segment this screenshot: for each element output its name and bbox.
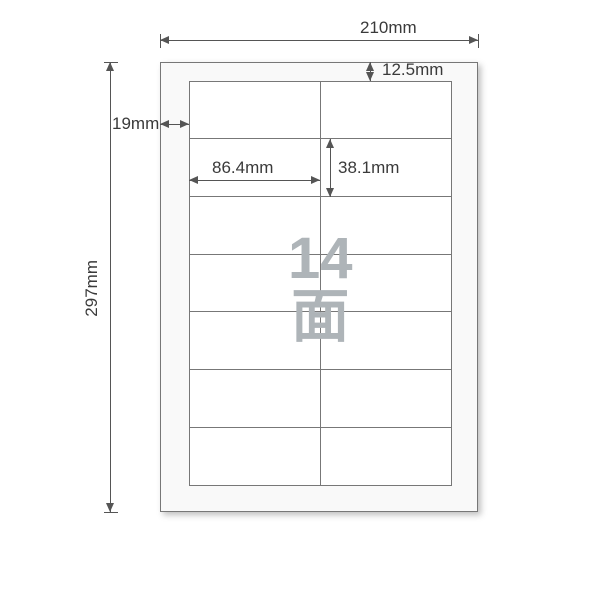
label-cell [189,196,321,255]
sheet-height-label: 297mm [82,260,102,317]
margin-left-label: 19mm [112,114,159,134]
sheet-height-tick-bottom [104,512,118,513]
label-sheet-diagram: 210mm 297mm 19mm 12.5mm 86.4mm [0,0,598,598]
sheet-height-arrow-down [106,503,114,512]
margin-top-arrow-up [366,62,374,71]
label-cell [320,311,452,370]
label-cell [189,427,321,486]
label-cell [320,427,452,486]
label-height-label: 38.1mm [338,158,399,178]
sheet-width-tick-right [478,34,479,48]
sheet-width-arrow-left [160,36,169,44]
margin-top-label: 12.5mm [382,60,443,80]
sheet-width-arrow-right [469,36,478,44]
label-cell [320,254,452,313]
margin-left-arrow-left [160,120,169,128]
sheet-width-dim-line [160,40,478,41]
sheet-height-dim-line [110,62,111,512]
label-grid [189,81,451,485]
label-cell [189,81,321,140]
margin-top-arrow-down [366,72,374,81]
margin-left-arrow-right [180,120,189,128]
sheet-width-label: 210mm [360,18,417,38]
label-cell [189,311,321,370]
label-cell [320,369,452,428]
label-height-arrow-down [326,188,334,197]
label-width-arrow-left [189,176,198,184]
label-cell [189,254,321,313]
label-cell [320,196,452,255]
label-cell [320,81,452,140]
label-width-label: 86.4mm [212,158,273,178]
label-height-arrow-up [326,139,334,148]
label-width-arrow-right [311,176,320,184]
sheet-height-arrow-up [106,62,114,71]
label-width-dim-line [189,180,320,181]
label-cell [189,369,321,428]
